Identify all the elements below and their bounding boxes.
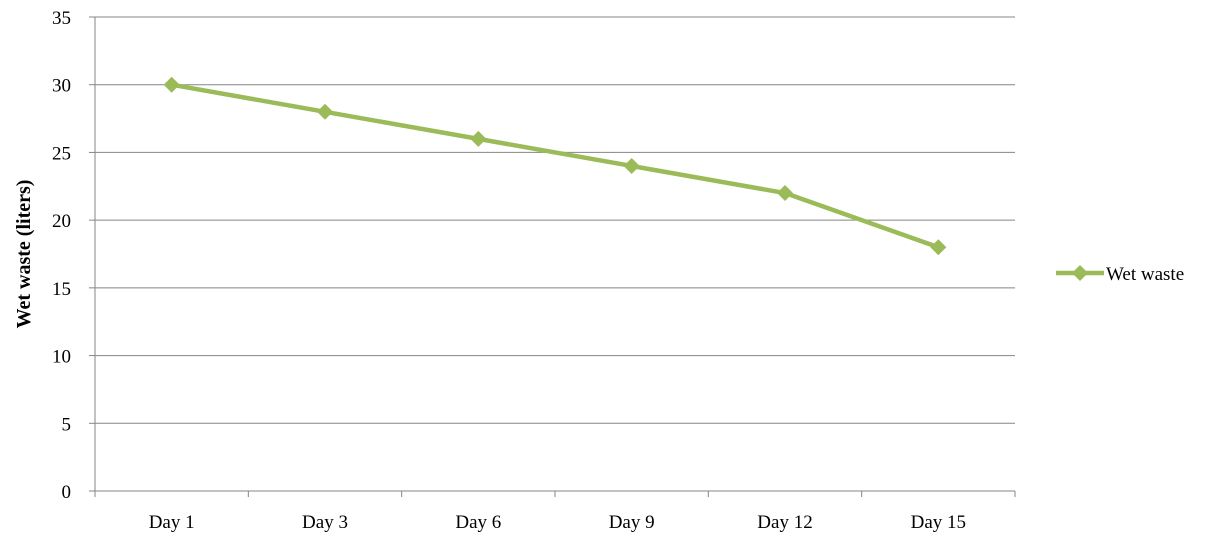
data-point-marker (317, 103, 333, 120)
grid-lines (95, 16, 1015, 424)
x-tick-label: Day 12 (757, 512, 812, 533)
y-tick-label: 15 (52, 279, 71, 300)
data-point-marker (163, 76, 180, 93)
y-tick-label: 5 (62, 414, 72, 435)
y-tick-label: 10 (52, 347, 71, 368)
y-tick-labels: 0 5 10 15 20 25 30 35 (52, 8, 71, 503)
x-tick-label: Day 1 (149, 512, 195, 533)
x-tick-label: Day 3 (302, 512, 348, 533)
data-point-marker (930, 239, 947, 256)
x-tick-label: Day 6 (455, 512, 501, 533)
series-group (163, 76, 947, 256)
axes (89, 16, 1016, 497)
y-tick-label: 0 (62, 482, 72, 503)
data-point-marker (623, 157, 640, 174)
legend: Wet waste (1056, 264, 1184, 285)
y-tick-label: 20 (52, 211, 71, 232)
series-line-wet-waste (171, 82, 940, 250)
y-tick-label: 25 (52, 143, 71, 164)
x-tick-labels: Day 1 Day 3 Day 6 Day 9 Day 12 Day 15 (149, 512, 966, 533)
legend-diamond-marker (1072, 265, 1088, 281)
y-tick-label: 30 (52, 76, 71, 97)
x-tick-label: Day 15 (911, 512, 966, 533)
x-tick-label: Day 9 (609, 512, 655, 533)
legend-label: Wet waste (1106, 264, 1184, 285)
y-tick-label: 35 (52, 8, 71, 29)
y-axis-title: Wet waste (liters) (13, 180, 35, 329)
data-point-marker (470, 130, 487, 147)
data-point-marker (777, 185, 793, 202)
